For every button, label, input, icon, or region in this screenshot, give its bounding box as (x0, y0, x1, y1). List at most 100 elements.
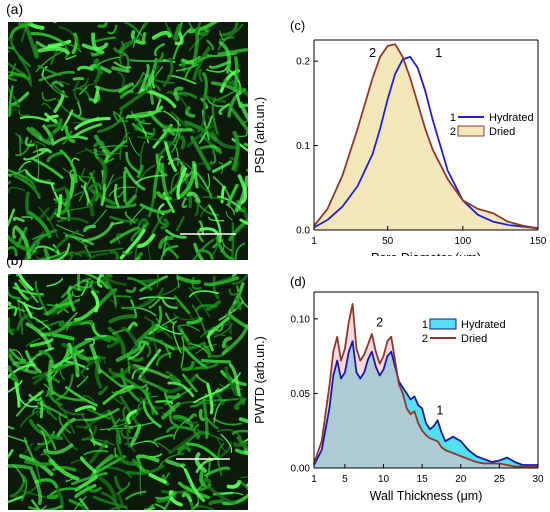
micrograph-fiber (115, 429, 125, 462)
micrograph-fiber (219, 30, 226, 41)
micrograph-fiber (186, 191, 201, 204)
micrograph-fiber (103, 466, 132, 479)
micrograph-fiber (208, 499, 224, 506)
micrograph-fiber (78, 176, 87, 184)
x-tick-label: 30 (532, 474, 544, 485)
micrograph-fiber (181, 197, 188, 209)
micrograph-fiber (119, 86, 152, 111)
micrograph-fiber (162, 192, 175, 213)
series-0-line (313, 56, 539, 230)
micrograph-fiber (151, 320, 160, 357)
micrograph-fiber (39, 207, 50, 219)
micrograph-fiber (175, 63, 199, 72)
micrograph-fiber (109, 215, 139, 223)
micrograph-fiber (29, 338, 54, 348)
micrograph-fiber (172, 414, 194, 429)
micrograph-fiber (25, 169, 55, 185)
micrograph-fiber (24, 136, 35, 147)
micrograph-fiber (106, 340, 120, 349)
micrograph-fiber (8, 246, 18, 257)
micrograph-fiber (98, 385, 108, 396)
micrograph-fiber (207, 329, 214, 352)
micrograph-fiber (188, 286, 211, 318)
micrograph-fiber (206, 115, 220, 136)
micrograph-fiber (107, 24, 118, 35)
micrograph-fiber (51, 83, 69, 98)
micrograph-fiber (165, 370, 181, 382)
micrograph-fiber (130, 222, 150, 242)
curve-number-label: 2 (376, 315, 383, 329)
micrograph-fiber (35, 254, 46, 260)
micrograph-fiber (160, 173, 182, 200)
micrograph-fiber (88, 428, 96, 446)
micrograph-fiber (8, 46, 15, 50)
micrograph-fiber (234, 297, 241, 311)
micrograph-fiber (12, 464, 25, 483)
micrograph-fiber (40, 505, 47, 510)
micrograph-fiber (120, 37, 138, 46)
micrograph-fiber (12, 216, 25, 223)
micrograph-fiber (127, 277, 153, 291)
micrograph-fiber (110, 221, 124, 227)
micrograph-fiber (113, 61, 132, 69)
micrograph-fiber (8, 495, 25, 504)
micrograph-fiber (157, 385, 184, 394)
micrograph-fiber (14, 282, 30, 301)
micrograph-fiber (48, 458, 80, 481)
micrograph-fiber (235, 199, 245, 213)
y-tick-label: 0.00 (291, 464, 311, 475)
micrograph-fiber (113, 44, 126, 53)
y-tick-label: 0.10 (291, 314, 311, 325)
micrograph-fiber (24, 171, 41, 197)
micrograph-fiber (223, 79, 248, 98)
micrograph-fiber (162, 57, 174, 88)
micrograph-fiber (54, 191, 83, 204)
micrograph-fiber (121, 298, 152, 310)
micrograph-fiber (8, 109, 17, 111)
micrograph-fiber (202, 397, 239, 402)
micrograph-fiber (236, 436, 248, 452)
y-axis-label: PWTD (arb.un.) (253, 336, 267, 424)
micrograph-fiber (183, 468, 206, 503)
micrograph-fiber (183, 176, 193, 209)
micrograph-fiber (65, 54, 77, 61)
micrograph-fiber (53, 229, 80, 253)
micrograph-fiber (125, 194, 137, 206)
micrograph-fiber (206, 39, 215, 50)
micrograph-fiber (46, 121, 60, 128)
micrograph-fiber (148, 316, 179, 336)
micrograph-fiber (8, 350, 13, 357)
micrograph-fiber (46, 405, 51, 415)
micrograph-fiber (117, 493, 124, 507)
micrograph-fiber (180, 336, 185, 368)
micrograph-fiber (117, 71, 125, 88)
micrograph-fiber (18, 160, 32, 171)
micrograph-fiber (239, 218, 248, 226)
micrograph-fiber (208, 60, 232, 70)
micrograph-fiber (128, 363, 146, 384)
micrograph-fiber (165, 459, 186, 468)
micrograph-fiber (46, 208, 59, 221)
micrograph-fiber (207, 486, 237, 504)
micrograph-fiber (107, 326, 126, 355)
x-tick-label: 20 (455, 474, 467, 485)
micrograph-fiber (243, 142, 248, 147)
panel-label: (d) (290, 274, 306, 289)
micrograph-fiber (125, 490, 147, 500)
micrograph-fiber (69, 251, 83, 257)
micrograph-fiber (94, 358, 103, 389)
micrograph-fiber (81, 506, 87, 510)
micrograph-fiber (202, 196, 226, 201)
micrograph-fiber (144, 127, 156, 139)
micrograph-fiber (203, 276, 240, 287)
micrograph-fiber (83, 274, 109, 290)
micrograph-fiber (57, 217, 89, 224)
micrograph-fiber (188, 22, 195, 31)
micrograph-fiber (245, 189, 248, 195)
micrograph-fiber (8, 328, 16, 334)
micrograph-fiber (206, 52, 238, 58)
legend-label: Dried (461, 333, 487, 345)
micrograph-fiber (241, 438, 248, 445)
micrograph-fiber (222, 244, 233, 252)
panel-label-a: (a) (6, 1, 24, 17)
